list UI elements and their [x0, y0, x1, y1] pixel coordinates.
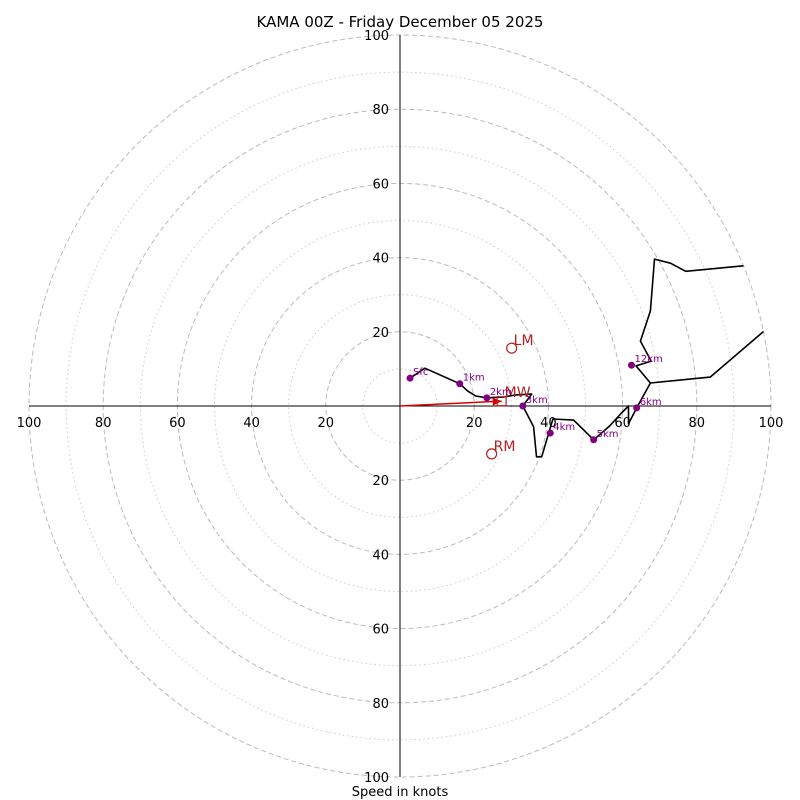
y-tick-label: 100 — [364, 29, 389, 44]
shear-vector-line — [399, 400, 502, 407]
x-tick-label: 80 — [95, 416, 112, 431]
x-tick-label: 60 — [614, 416, 631, 431]
motion-markers: LM RM MW — [486, 333, 534, 460]
height-marker-1km — [456, 380, 464, 388]
height-marker-3km — [519, 402, 527, 410]
height-marker-2km — [483, 394, 491, 402]
x-tick-label: 100 — [759, 416, 784, 431]
y-tick-label: 40 — [372, 252, 389, 267]
height-label-4km: 4km — [553, 422, 575, 433]
mw-label: MW — [505, 385, 531, 401]
height-label-6km: 6km — [640, 397, 662, 408]
trace-line-main — [409, 324, 771, 458]
y-tick-label: 60 — [372, 623, 389, 638]
y-tick-label: 20 — [372, 326, 389, 341]
x-tick-label: 80 — [689, 416, 706, 431]
rm-label: RM — [494, 439, 516, 455]
chart-title: KAMA 00Z - Friday December 05 2025 — [257, 13, 544, 31]
height-marker-12km — [628, 361, 636, 369]
x-axis-label: Speed in knots — [352, 785, 449, 800]
height-label-1km: 1km — [463, 373, 485, 384]
y-tick-label: 40 — [372, 548, 389, 563]
x-tick-label: 100 — [17, 416, 42, 431]
x-tick-label: 60 — [169, 416, 186, 431]
height-markers: Sfc 1km 2km 3km 4km 5km 6km 12km — [406, 354, 663, 444]
height-label-Sfc: Sfc — [413, 367, 428, 378]
y-tick-label: 80 — [372, 103, 389, 118]
y-tick-label: 20 — [372, 474, 389, 489]
x-tick-label: 20 — [466, 416, 483, 431]
rm-marker — [486, 448, 498, 460]
mw-marker — [496, 396, 507, 407]
wind-trace — [409, 258, 771, 458]
height-label-2km: 2km — [490, 387, 512, 398]
y-tick-labels: 100 80 60 40 20 20 40 60 80 100 — [364, 29, 389, 786]
height-label-5km: 5km — [597, 429, 619, 440]
lm-label: LM — [514, 333, 534, 349]
height-label-12km: 12km — [635, 354, 663, 365]
x-tick-label: 40 — [243, 416, 260, 431]
x-tick-label: 20 — [318, 416, 335, 431]
height-marker-4km — [546, 429, 554, 437]
height-marker-6km — [633, 404, 641, 412]
y-tick-label: 80 — [372, 697, 389, 712]
height-marker-5km — [590, 436, 598, 444]
y-tick-label: 60 — [372, 177, 389, 192]
height-marker-Sfc — [406, 374, 414, 382]
y-tick-label: 100 — [364, 771, 389, 786]
height-label-3km: 3km — [526, 395, 548, 406]
lm-marker — [506, 342, 518, 354]
x-tick-labels: 100 80 60 40 20 20 40 60 80 100 — [17, 416, 784, 431]
